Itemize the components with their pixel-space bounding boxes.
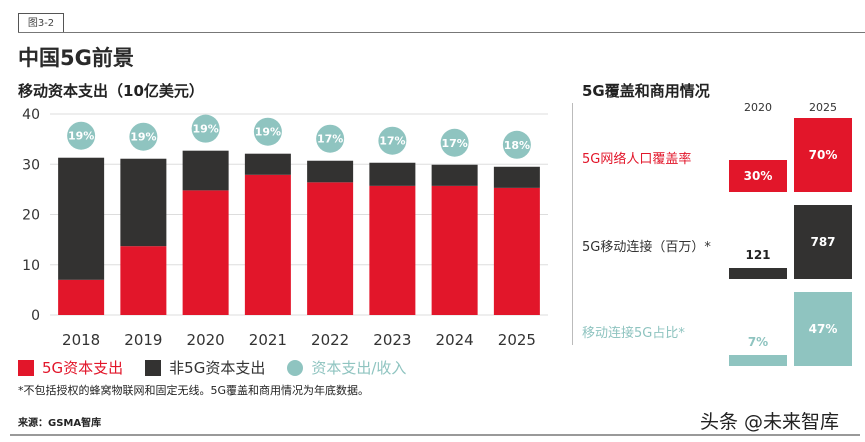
watermark: 头条 @未来智库 (700, 411, 840, 433)
legend-swatch-red (18, 359, 34, 376)
bar-5g (493, 187, 540, 315)
page-title: 中国5G前景 (18, 46, 134, 70)
bar-non-5g (58, 157, 105, 280)
figure-tag: 图3-2 (18, 13, 64, 33)
legend-item-ratio: 资本支出/收入 (287, 357, 406, 378)
x-tick-label: 2025 (498, 331, 536, 349)
coverage-block: 70% (794, 118, 852, 192)
x-tick-label: 2023 (373, 331, 411, 349)
legend-label: 5G资本支出 (42, 359, 124, 377)
bar-5g (182, 190, 229, 315)
ratio-circle (129, 122, 158, 151)
legend-item-non5g: 非5G资本支出 (145, 357, 265, 378)
row-label-coverage: 5G网络人口覆盖率 (582, 152, 692, 167)
ratio-label: 17% (379, 135, 405, 148)
x-tick-label: 2022 (311, 331, 349, 349)
coverage-value: 70% (808, 148, 838, 162)
coverage-block: 30% (729, 160, 787, 192)
chart-title: 移动资本支出（10亿美元） (18, 82, 204, 100)
ratio-circle (440, 128, 469, 157)
ratio-label: 19% (255, 126, 281, 139)
bar-5g (431, 185, 478, 315)
row-label-share: 移动连接5G占比* (582, 326, 685, 341)
x-tick-label: 2019 (124, 331, 162, 349)
bar-non-5g (244, 153, 291, 175)
top-divider (18, 32, 865, 33)
bar-5g (307, 182, 354, 315)
ratio-label: 18% (504, 139, 530, 152)
coverage-block (729, 354, 787, 366)
bar-5g (58, 279, 105, 315)
col-header-2025: 2025 (809, 101, 837, 114)
ratio-label: 19% (68, 130, 94, 143)
coverage-block: 47% (794, 292, 852, 366)
y-tick-label: 0 (31, 308, 40, 324)
legend-swatch-dark (145, 359, 162, 376)
row-label-connections: 5G移动连接（百万）* (582, 240, 711, 255)
ratio-label: 19% (130, 131, 156, 144)
ratio-label: 17% (441, 137, 467, 150)
legend-swatch-circle (287, 359, 304, 376)
bar-non-5g (369, 162, 416, 186)
ratio-circle (378, 126, 407, 155)
ratio-circle (191, 114, 220, 143)
y-tick-label: 20 (22, 208, 40, 224)
coverage-value: 30% (743, 169, 773, 184)
coverage-value: 47% (808, 322, 838, 336)
legend-label: 非5G资本支出 (169, 359, 266, 377)
panel-divider (572, 103, 573, 345)
coverage-value: 787 (810, 235, 836, 249)
coverage-value: 121 (745, 247, 771, 262)
legend-item-5g: 5G资本支出 (18, 357, 123, 378)
coverage-block: 787 (794, 205, 852, 279)
y-tick-label: 40 (22, 107, 40, 123)
coverage-title: 5G覆盖和商用情况 (582, 82, 710, 100)
ratio-circle (502, 130, 531, 159)
x-tick-label: 2020 (187, 331, 225, 349)
ratio-circle (67, 121, 96, 150)
y-tick-label: 30 (22, 157, 40, 173)
x-tick-label: 2024 (436, 331, 474, 349)
source: 来源：GSMA智库 (18, 418, 102, 429)
bar-5g (120, 246, 167, 315)
x-tick-label: 2021 (249, 331, 287, 349)
x-tick-label: 2018 (62, 331, 100, 349)
bar-non-5g (431, 164, 478, 186)
ratio-circle (316, 124, 345, 153)
ratio-label: 17% (317, 133, 343, 146)
ratio-circle (253, 117, 282, 146)
bar-non-5g (182, 150, 229, 191)
bar-non-5g (120, 158, 167, 247)
bar-non-5g (493, 166, 540, 188)
col-header-2020: 2020 (744, 101, 772, 114)
bar-5g (244, 174, 291, 315)
bar-non-5g (307, 160, 354, 183)
bar-5g (369, 185, 416, 315)
bottom-divider (10, 434, 860, 436)
legend-label: 资本支出/收入 (311, 359, 407, 377)
capex-chart: 0 10 20 30 40 19% 2018 19% 2019 19% 2020 19% 2021 17%… (22, 107, 548, 349)
footnote: *不包括授权的蜂窝物联网和固定无线。5G覆盖和商用情况为年底数据。 (18, 384, 370, 397)
coverage-value: 7% (747, 334, 769, 349)
y-tick-label: 10 (22, 258, 40, 274)
coverage-block (729, 267, 787, 279)
legend: 5G资本支出 非5G资本支出 资本支出/收入 (18, 357, 406, 378)
ratio-label: 19% (192, 123, 218, 136)
